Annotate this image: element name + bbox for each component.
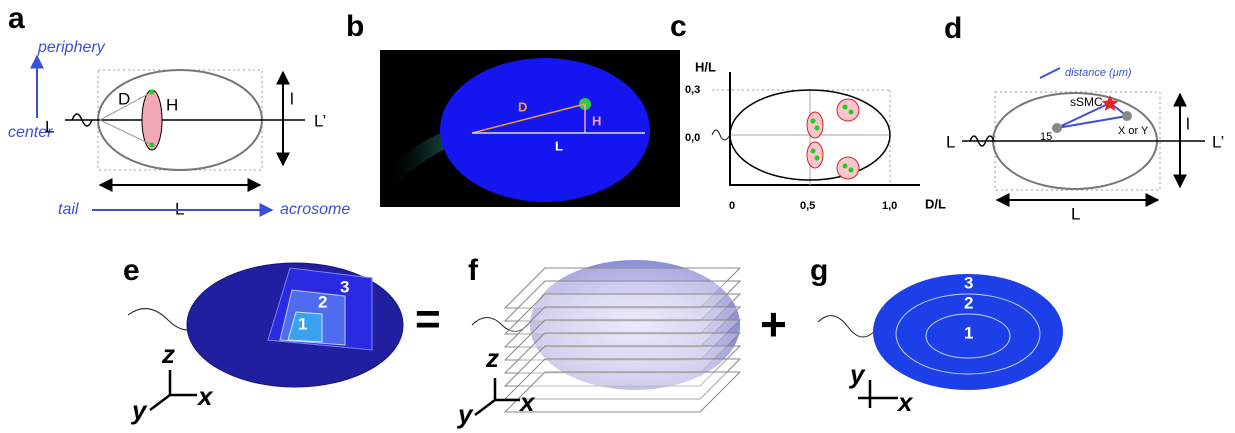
axis-label: x [896,387,914,417]
label: L [946,132,955,151]
panel-label: d [944,12,962,45]
zone-label: 3 [964,273,973,292]
zone-label: 3 [340,277,349,296]
zone-label: 2 [318,292,327,311]
zone-label: 1 [298,314,307,333]
cluster [807,112,823,138]
tick-label: 0,5 [800,200,815,212]
label: L’ [1212,132,1224,151]
label: H [166,95,178,114]
label: sSMC [1070,95,1103,109]
label: tail [58,201,79,218]
panel-d: d distance (μm) sSMC 15 X or Y L L’ l L [944,12,1224,224]
optical-sections [505,268,740,412]
label: L [45,117,54,136]
axis-label: x [518,387,536,417]
operator: = [415,295,441,344]
panel-label: a [8,2,25,35]
signal [849,110,854,115]
axis-label: y [130,395,148,425]
section [142,90,162,150]
signal [1122,111,1132,121]
axis-label: x [196,381,214,411]
tick-label: 0,0 [685,132,700,144]
label: l [290,89,294,108]
operator: + [760,298,787,350]
label: L [175,199,184,218]
panel-label: f [468,254,479,287]
zone-label: 1 [964,323,973,342]
label: D [118,89,130,108]
cluster [837,157,859,179]
axis-label: y [456,399,474,429]
axis-label: H/L [695,59,716,74]
cluster [837,99,859,121]
panel-c: c H/L 0,3 0,0 0 0,5 1,0 D/L [670,10,946,212]
signal [1052,123,1062,133]
label: periphery [37,39,106,56]
label: acrosome [280,201,350,218]
label: L [555,138,563,153]
panel-a: a periphery center L L’ D H l L tail acr… [8,2,350,219]
signal [843,105,848,110]
label: l [1186,114,1190,133]
label: H [592,113,601,128]
signal [815,156,820,161]
cluster [807,142,823,168]
axis-label: y [848,359,866,389]
label: X or Y [1118,125,1149,137]
panel-label: g [810,254,828,287]
panel-f: f z y x + [456,254,787,429]
axis-label: z [161,339,175,369]
panel-label: c [670,10,687,43]
tail [712,130,730,140]
panel-b: b D H L [346,10,680,207]
label: L [1071,204,1080,223]
axis-label: D/L [925,196,946,211]
signal [849,168,854,173]
signal [843,164,848,169]
tick-label: 0,3 [685,84,700,96]
tail [818,316,878,337]
axis-label: z [485,343,499,373]
legend-line [1040,68,1060,78]
panel-label: e [123,254,140,287]
panel-g: g 3 2 1 y x [810,254,1063,417]
axes [150,370,197,410]
tick-label: 0 [729,200,735,212]
label: 15 [1040,131,1052,143]
signal [150,90,155,95]
signal [815,126,820,131]
signal [811,119,816,124]
panel-label: b [346,10,364,43]
legend: distance (μm) [1065,67,1132,79]
zone-label: 2 [964,293,973,312]
label: L’ [314,111,326,130]
label: D [518,99,527,114]
tick-label: 1,0 [882,200,897,212]
plane [505,372,740,412]
signal [811,149,816,154]
signal [150,143,155,148]
panel-e: e 1 2 3 z y x = [123,254,441,425]
figure: a periphery center L L’ D H l L tail acr… [0,0,1235,433]
nucleus [440,58,650,202]
